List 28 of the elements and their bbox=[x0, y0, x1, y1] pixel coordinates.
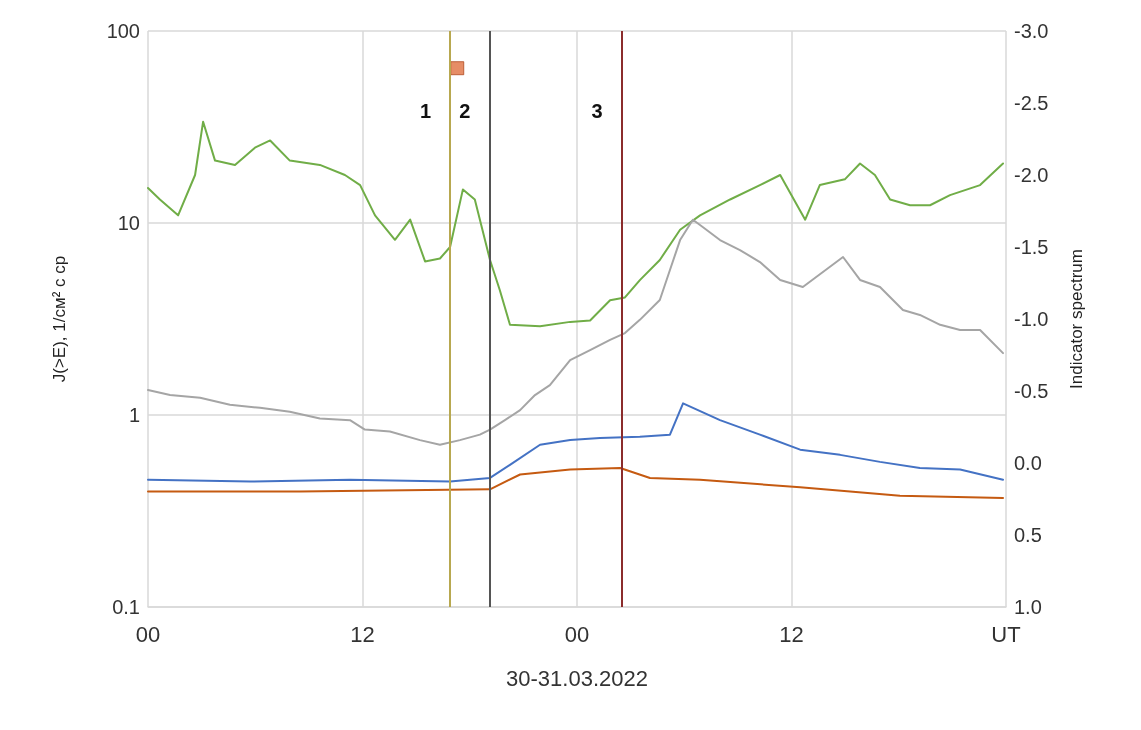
line-series bbox=[147, 402, 1005, 483]
y2-tick-label: -2.0 bbox=[1014, 164, 1049, 186]
x-tick-label: 12 bbox=[779, 621, 804, 647]
ref-line-label: 1 bbox=[419, 100, 432, 122]
x-tick-label: 12 bbox=[350, 621, 375, 647]
x-tick-label: 00 bbox=[564, 621, 590, 647]
y2-tick-label: -2.5 bbox=[1014, 92, 1049, 114]
ref-line-label: 3 bbox=[591, 100, 603, 122]
x-tick-label: UT bbox=[991, 621, 1021, 647]
y2-tick-label: -3.0 bbox=[1014, 20, 1049, 42]
line-series bbox=[147, 466, 1005, 499]
y2-axis-title: Indicator spectrum bbox=[1067, 249, 1086, 389]
y-tick-label: 10 bbox=[117, 212, 140, 234]
y-tick-label: 0.1 bbox=[112, 596, 140, 618]
y-tick-label: 1 bbox=[128, 404, 140, 426]
y-tick-label: 100 bbox=[106, 20, 140, 42]
ref-line-label: 2 bbox=[459, 100, 471, 122]
line-series bbox=[147, 120, 1005, 328]
y2-tick-label: 1.0 bbox=[1014, 596, 1042, 618]
x-tick-label: 00 bbox=[135, 621, 161, 647]
x-axis-title: 30-31.03.2022 bbox=[506, 665, 648, 691]
y-axis-title: J(>E), 1/см² с ср bbox=[50, 255, 69, 383]
y2-tick-label: -1.0 bbox=[1014, 308, 1049, 330]
y2-tick-label: 0.0 bbox=[1014, 452, 1042, 474]
y2-tick-label: -0.5 bbox=[1014, 380, 1049, 402]
line-series bbox=[147, 218, 1005, 446]
y2-tick-label: -1.5 bbox=[1014, 236, 1049, 258]
y2-tick-label: 0.5 bbox=[1014, 524, 1042, 546]
